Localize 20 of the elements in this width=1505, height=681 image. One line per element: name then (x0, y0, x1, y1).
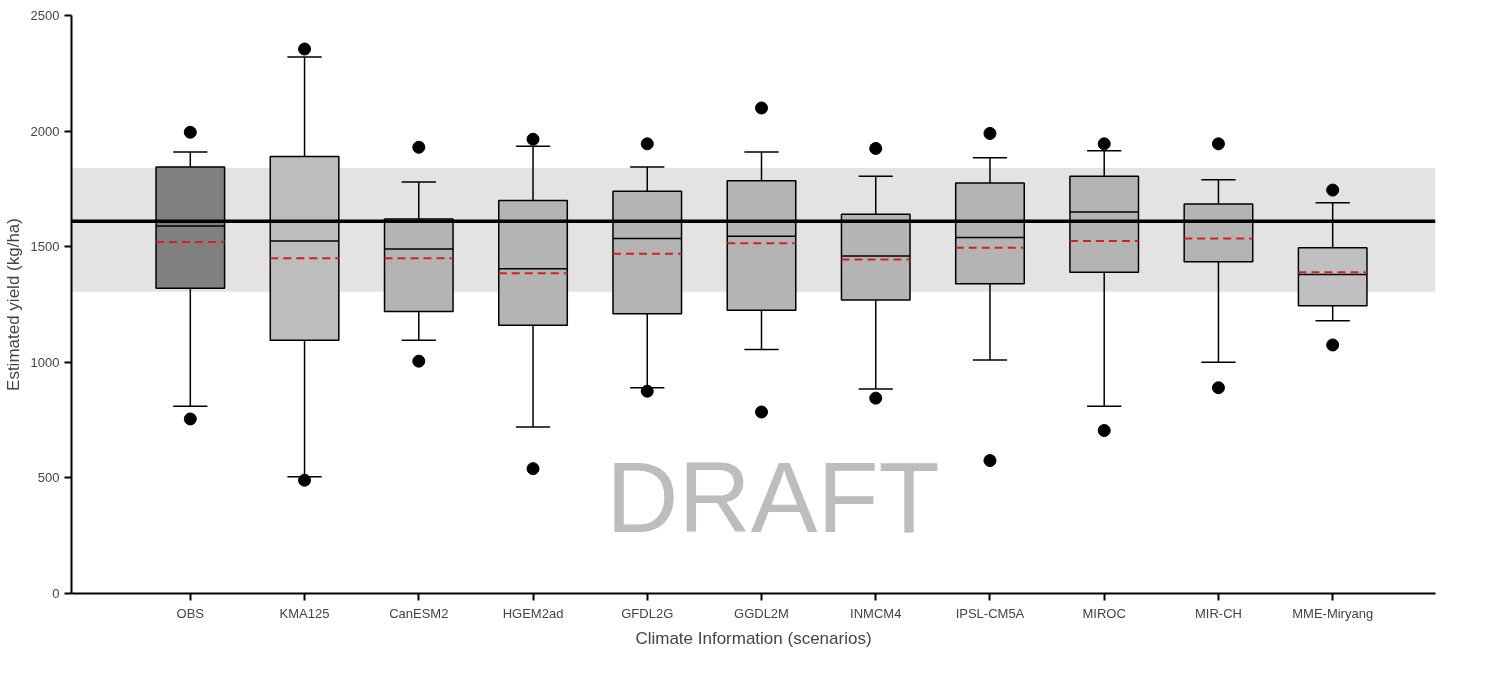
x-tick-label: IPSL-CM5A (955, 605, 1025, 621)
x-tick-label: GGDL2M (734, 605, 789, 621)
y-tick-label: 0 (52, 586, 60, 601)
y-tick-label: 1000 (30, 354, 60, 370)
x-tick-label: CanESM2 (389, 605, 449, 621)
x-tick-label: MME-Miryang (1292, 605, 1374, 621)
annotation: DRAFT (606, 441, 940, 554)
x-tick-label: MIR-CH (1194, 605, 1242, 621)
y-tick-label: 1500 (30, 239, 60, 255)
y-tick-label: 500 (37, 470, 60, 486)
x-axis-title: Climate Information (scenarios) (635, 628, 872, 648)
y-tick-label: 2500 (30, 8, 60, 23)
y-axis-title: Estimated yield (kg/ha) (3, 218, 23, 391)
x-tick-label: HGEM2ad (502, 605, 564, 621)
x-tick-label: INMCM4 (850, 605, 902, 621)
x-tick-label: KMA125 (279, 605, 330, 621)
x-tick-label: GFDL2G (621, 605, 674, 621)
y-tick-label: 2000 (30, 123, 60, 139)
x-tick-label: MIROC (1082, 605, 1126, 621)
x-tick-label: OBS (176, 605, 205, 621)
